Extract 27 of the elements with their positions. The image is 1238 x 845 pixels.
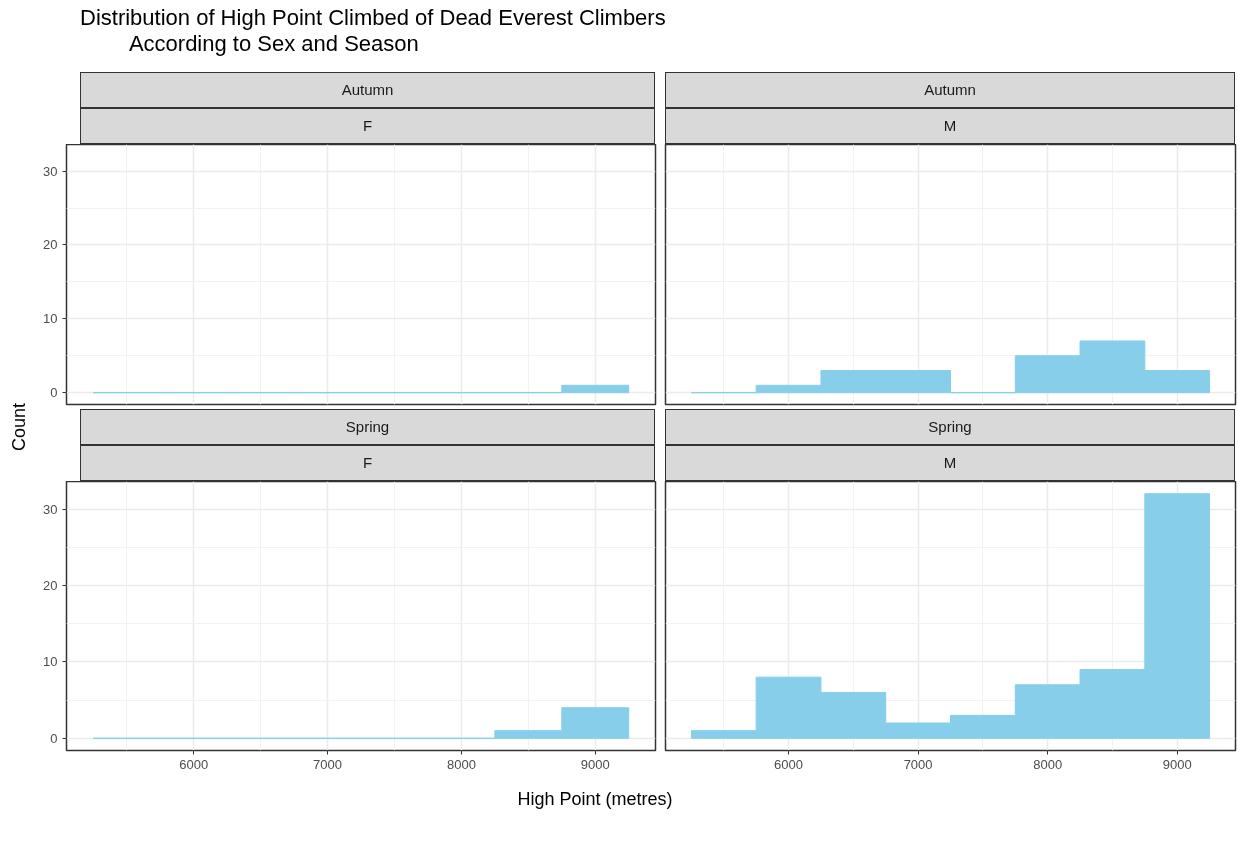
y-axis-title: Count [8, 402, 31, 452]
chart-title: Spring [928, 417, 972, 438]
x-tick-label: 6000 [179, 756, 209, 772]
x-axis-title: High Point (metres) [517, 788, 673, 811]
y-tick-label: 10 [43, 311, 58, 327]
chart-subtitle: F [362, 116, 373, 137]
chart-subtitle: M [943, 116, 957, 137]
y-tick-label: 20 [43, 237, 58, 253]
chart-title: Spring [345, 417, 390, 438]
x-tick-label: 9000 [1162, 756, 1192, 772]
chart-title: Autumn [341, 80, 394, 101]
x-tick-label: 7000 [313, 756, 342, 772]
chart-title: Autumn [924, 80, 976, 101]
x-tick-label: 8000 [446, 756, 476, 772]
text: Distribution of High Point Climbed of Dead Everest Climbers According to Sex and Season [80, 5, 666, 57]
y-tick-label: 0 [50, 730, 58, 746]
y-tick-label: 0 [50, 385, 58, 401]
y-tick-label: 20 [43, 577, 58, 593]
x-tick-label: 7000 [903, 756, 933, 772]
y-tick-label: 30 [43, 501, 58, 517]
x-tick-label: 6000 [774, 756, 804, 772]
x-tick-label: 8000 [1033, 756, 1063, 772]
x-tick-label: 9000 [580, 756, 610, 772]
y-tick-label: 30 [43, 163, 58, 179]
chart-subtitle: F [362, 453, 373, 474]
y-tick-label: 10 [43, 654, 58, 670]
chart-subtitle: M [943, 453, 957, 474]
